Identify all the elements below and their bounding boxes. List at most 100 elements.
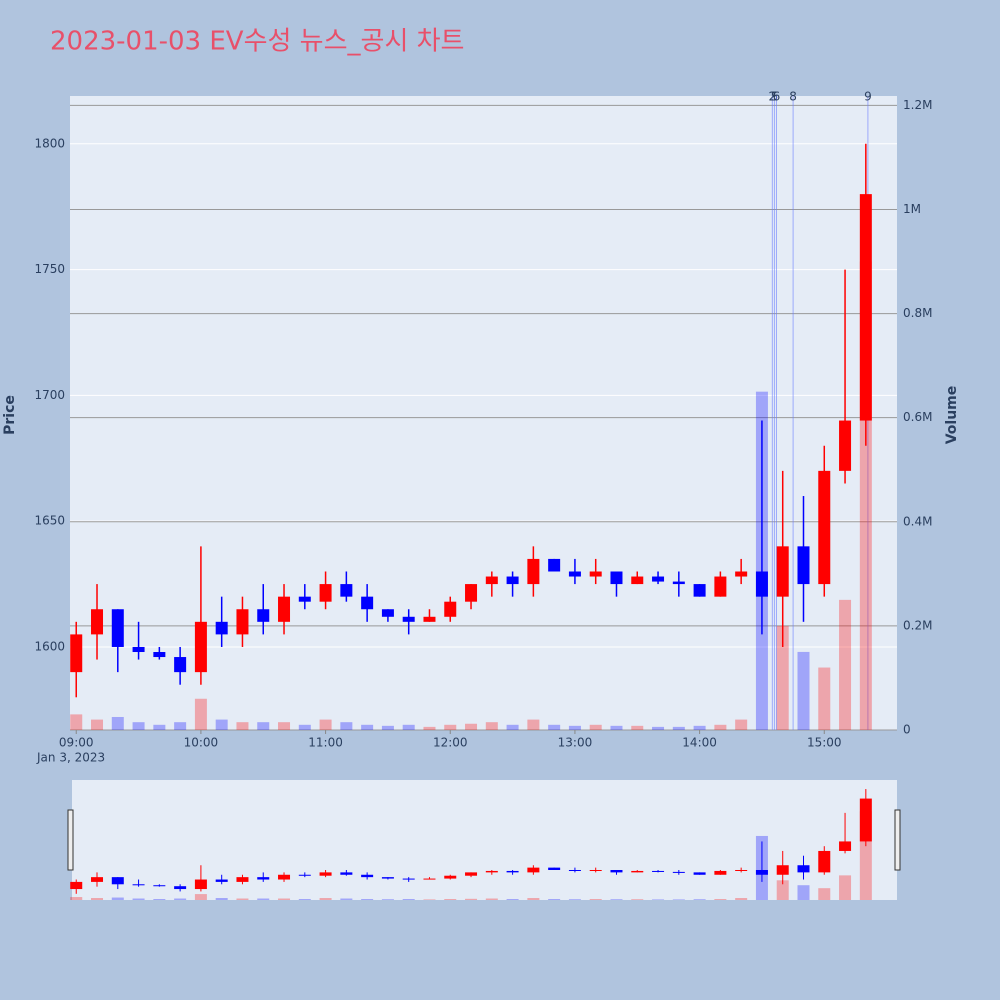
- mini-candle-body: [444, 875, 457, 879]
- mini-candle-body: [776, 865, 789, 875]
- candle-body: [174, 657, 187, 673]
- x-tick-label: 15:00: [807, 736, 842, 750]
- x-tick-label: 12:00: [433, 736, 468, 750]
- slider-handle[interactable]: [894, 809, 901, 871]
- candle-body: [91, 609, 104, 635]
- mini-volume-bar: [215, 898, 228, 900]
- mini-candle-body: [818, 850, 831, 873]
- candle-body: [693, 584, 706, 597]
- mini-candle-body: [236, 877, 249, 882]
- mini-candle-body: [465, 872, 478, 876]
- mini-candle-body: [548, 867, 561, 870]
- mini-candle-body: [340, 872, 353, 875]
- candle-body: [548, 558, 561, 572]
- candle-body: [652, 576, 665, 582]
- y2-tick-label: 0: [903, 723, 911, 737]
- volume-bar: [381, 725, 394, 730]
- candle-body: [132, 646, 145, 653]
- mini-volume-bar: [589, 899, 602, 900]
- volume-bar: [132, 722, 145, 730]
- mini-volume-bar: [527, 898, 540, 900]
- mini-volume-bar: [278, 898, 291, 900]
- volume-bar: [548, 724, 561, 730]
- volume-bar: [506, 724, 519, 730]
- mini-candle-body: [693, 872, 706, 875]
- candle-body: [776, 546, 789, 597]
- mini-volume-bar: [506, 899, 519, 900]
- volume-bar: [194, 698, 207, 730]
- volume-bar: [236, 722, 249, 730]
- candle-body: [402, 616, 415, 622]
- candle-body: [194, 621, 207, 673]
- mini-candle-body: [506, 870, 519, 873]
- volume-bar: [257, 722, 270, 730]
- mini-candle-body: [174, 886, 187, 890]
- volume-bar: [568, 725, 581, 730]
- mini-candle-body: [735, 870, 748, 871]
- slider-handle[interactable]: [67, 809, 74, 871]
- mini-volume-bar: [111, 897, 124, 900]
- candle-body: [361, 596, 374, 610]
- candle-body: [70, 634, 83, 673]
- mini-volume-bar: [714, 899, 727, 900]
- volume-bar: [610, 725, 623, 730]
- mini-candle-body: [381, 877, 394, 879]
- mini-volume-bar: [91, 898, 104, 900]
- volume-bar: [215, 719, 228, 730]
- volume-bar: [298, 724, 311, 730]
- news-marker-label: 2: [769, 90, 777, 104]
- candle-body: [319, 584, 332, 602]
- candle-body: [527, 558, 540, 585]
- volume-bar: [174, 722, 187, 730]
- candle-body: [839, 420, 852, 471]
- mini-candle-body: [194, 879, 207, 890]
- mini-volume-bar: [776, 880, 789, 900]
- candle-body: [755, 571, 768, 597]
- y2-axis-title: Volume: [944, 386, 960, 445]
- mini-candle-body: [91, 877, 104, 882]
- candle-body: [278, 596, 291, 622]
- mini-candle-body: [319, 872, 332, 876]
- volume-bar: [402, 724, 415, 730]
- volume-bar: [672, 726, 685, 730]
- mini-volume-bar: [402, 899, 415, 900]
- volume-bar: [589, 724, 602, 730]
- candle-body: [631, 576, 644, 585]
- chart-title: 2023-01-03 EV수성 뉴스_공시 차트: [50, 27, 464, 57]
- mini-volume-bar: [423, 899, 436, 900]
- volume-bar: [839, 599, 852, 730]
- candle-body: [818, 470, 831, 585]
- candle-body: [153, 652, 166, 658]
- y-tick-label: 1800: [34, 136, 65, 150]
- mini-volume-bar: [693, 899, 706, 900]
- candle-body: [111, 609, 124, 647]
- x-tick-label: 14:00: [682, 736, 717, 750]
- mini-volume-bar: [361, 899, 374, 900]
- mini-candle-body: [755, 870, 768, 875]
- mini-volume-bar: [797, 885, 810, 900]
- y-tick-label: 1650: [34, 514, 65, 528]
- news-marker-label: 5: [771, 90, 779, 104]
- x-tick-label: 13:00: [558, 736, 593, 750]
- volume-bar: [153, 724, 166, 730]
- candle-body: [444, 601, 457, 617]
- mini-candle-body: [631, 870, 644, 873]
- mini-volume-bar: [672, 899, 685, 900]
- news-marker-label: 6: [773, 90, 781, 104]
- x-tick-label: 10:00: [184, 736, 219, 750]
- mini-candle-body: [859, 798, 872, 842]
- mini-volume-bar: [319, 898, 332, 900]
- volume-bar: [340, 722, 353, 730]
- candle-body: [257, 609, 270, 622]
- candle-body: [381, 609, 394, 617]
- mini-candle-body: [132, 884, 145, 886]
- y2-tick-label: 0.2M: [903, 618, 932, 632]
- mini-candle-body: [423, 878, 436, 880]
- y2-tick-label: 0.4M: [903, 514, 932, 528]
- mini-candle-body: [672, 871, 685, 873]
- candle-body: [568, 571, 581, 577]
- mini-candle-body: [652, 870, 665, 872]
- volume-bar: [527, 719, 540, 730]
- mini-volume-bar: [70, 897, 83, 900]
